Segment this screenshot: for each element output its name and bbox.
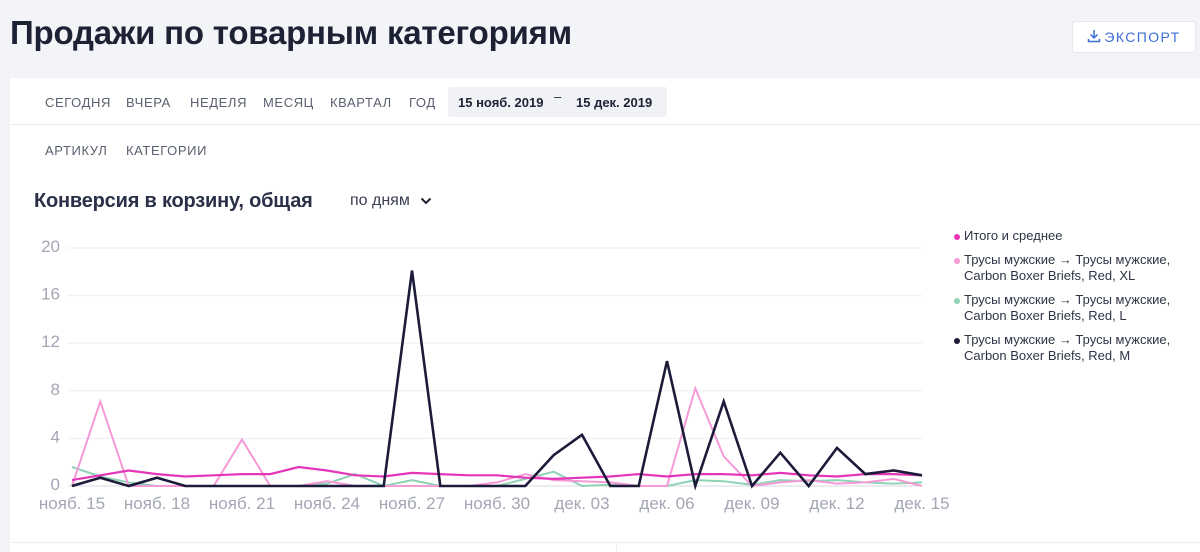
x-tick-label: нояб. 15 <box>39 494 105 513</box>
y-tick-label: 8 <box>51 380 60 399</box>
granularity-value: по дням <box>350 192 410 209</box>
legend-label: Итого и среднее <box>964 228 1063 243</box>
y-tick-label: 4 <box>51 427 60 446</box>
series-line <box>71 465 923 482</box>
chart-legend: Итого и среднее Трусы мужские → Трусы му… <box>954 228 1190 372</box>
x-tick-label: дек. 15 <box>894 494 949 513</box>
legend-marker <box>954 338 960 344</box>
x-tick-label: дек. 03 <box>554 494 609 513</box>
legend-item-m[interactable]: Трусы мужские → Трусы мужские, Carbon Bo… <box>954 332 1190 364</box>
x-tick-label: нояб. 27 <box>379 494 445 513</box>
tab-year[interactable]: ГОД <box>409 95 436 110</box>
y-tick-label: 12 <box>41 332 60 351</box>
download-icon <box>1087 29 1101 46</box>
y-tick-label: 16 <box>41 285 60 304</box>
x-tick-label: нояб. 21 <box>209 494 275 513</box>
column-divider <box>616 542 617 552</box>
x-tick-label: дек. 09 <box>724 494 779 513</box>
date-from[interactable]: 15 нояб. 2019 <box>458 95 544 110</box>
legend-item-xl[interactable]: Трусы мужские → Трусы мужские, Carbon Bo… <box>954 252 1190 284</box>
chart-title: Конверсия в корзину, общая <box>34 190 313 212</box>
date-range-picker[interactable]: 15 нояб. 2019 – 15 дек. 2019 <box>448 87 667 117</box>
tab-yesterday[interactable]: ВЧЕРА <box>126 95 171 110</box>
page-title: Продажи по товарным категориям <box>10 14 572 51</box>
granularity-dropdown[interactable]: по дням <box>350 192 432 210</box>
legend-label: Трусы мужские → Трусы мужские, Carbon Bo… <box>964 252 1171 283</box>
tab-week[interactable]: НЕДЕЛЯ <box>190 95 248 110</box>
legend-marker <box>954 298 960 304</box>
section-divider <box>10 542 1200 543</box>
series-line <box>71 270 923 491</box>
y-tick-label: 20 <box>41 237 60 256</box>
chevron-down-icon <box>420 192 432 210</box>
x-tick-label: нояб. 24 <box>294 494 360 513</box>
x-tick-label: дек. 12 <box>809 494 864 513</box>
legend-marker <box>954 258 960 264</box>
tab-month[interactable]: МЕСЯЦ <box>263 95 314 110</box>
tab-article[interactable]: АРТИКУЛ <box>45 143 108 158</box>
x-tick-label: дек. 06 <box>639 494 694 513</box>
x-tick-label: нояб. 18 <box>124 494 190 513</box>
tab-today[interactable]: СЕГОДНЯ <box>45 95 111 110</box>
series-line <box>71 385 923 488</box>
tab-quarter[interactable]: КВАРТАЛ <box>330 95 392 110</box>
date-to[interactable]: 15 дек. 2019 <box>576 95 653 110</box>
legend-label: Трусы мужские → Трусы мужские, Carbon Bo… <box>964 332 1171 363</box>
report-card: СЕГОДНЯ ВЧЕРА НЕДЕЛЯ МЕСЯЦ КВАРТАЛ ГОД 1… <box>10 78 1200 552</box>
legend-item-l[interactable]: Трусы мужские → Трусы мужские, Carbon Bo… <box>954 292 1190 324</box>
y-tick-label: 0 <box>51 475 60 494</box>
legend-item-total[interactable]: Итого и среднее <box>954 228 1190 244</box>
tab-categories[interactable]: КАТЕГОРИИ <box>126 143 208 158</box>
export-button[interactable]: ЭКСПОРТ <box>1072 21 1196 53</box>
line-chart: 0 4 8 12 16 20 нояб. 15 нояб. 18 нояб. 21 нояб. 2… <box>39 237 950 513</box>
export-label: ЭКСПОРТ <box>1104 29 1181 45</box>
legend-marker <box>954 234 960 240</box>
date-range-separator: – <box>554 89 562 104</box>
x-tick-label: нояб. 30 <box>464 494 530 513</box>
period-selector: СЕГОДНЯ ВЧЕРА НЕДЕЛЯ МЕСЯЦ КВАРТАЛ ГОД 1… <box>10 78 1200 125</box>
legend-label: Трусы мужские → Трусы мужские, Carbon Bo… <box>964 292 1171 323</box>
